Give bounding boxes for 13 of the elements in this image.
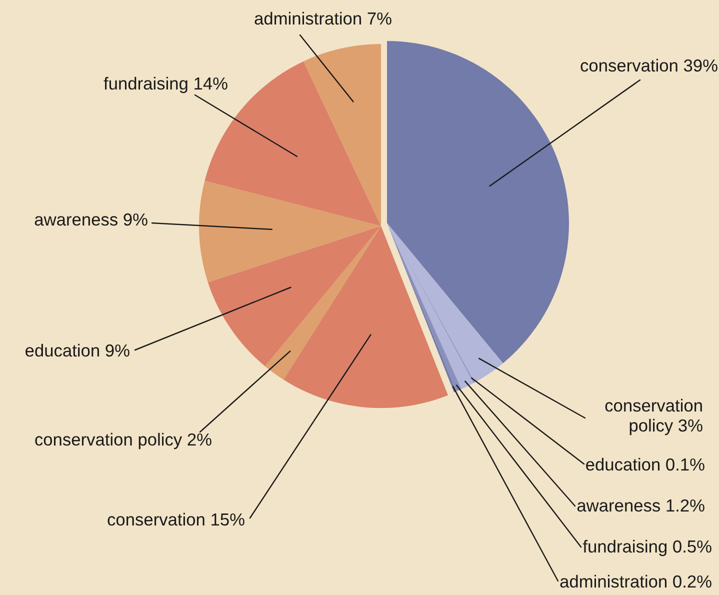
slice-label: administration 0.2% [560, 574, 712, 588]
slice-label: fundraising 0.5% [582, 540, 712, 556]
slice-label: fundraising 14% [104, 76, 228, 94]
slice-label: conservation policy 2% [35, 432, 212, 450]
category-label: conservation 15% [108, 512, 244, 526]
slice-label: education 9% [26, 344, 130, 357]
slice-label: administration 7% [254, 12, 392, 25]
category-label: policy 3% [630, 418, 702, 436]
slice-label: education 0.1% [586, 458, 704, 471]
category-label: conservation 39% [580, 58, 718, 72]
slice-label: awareness 9% [34, 213, 148, 226]
slice-label: conservation [605, 398, 702, 412]
slice-label: awareness 1.2% [577, 499, 704, 512]
